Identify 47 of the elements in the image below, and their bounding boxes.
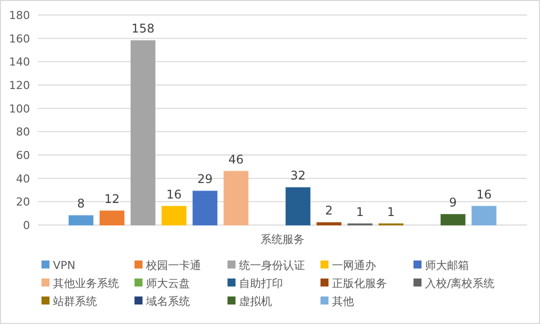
bar	[68, 215, 94, 226]
bar	[440, 214, 466, 226]
data-label: 32	[290, 168, 306, 183]
legend-label: 自助打印	[239, 277, 283, 290]
data-label: 1	[356, 204, 364, 219]
legend-label: 师大云盘	[146, 277, 190, 290]
data-label: 16	[476, 187, 492, 202]
data-label: 2	[325, 204, 333, 218]
legend-label: 统一身份认证	[239, 259, 305, 272]
y-tick-label: 0	[23, 219, 30, 232]
bar	[316, 222, 342, 226]
legend-label: 站群系统	[53, 295, 97, 308]
bar	[192, 190, 218, 226]
bar	[100, 210, 124, 226]
data-label: 29	[197, 172, 213, 186]
data-label: 1	[387, 204, 395, 219]
legend-label: 校园一卡通	[145, 259, 201, 272]
x-tick-label: 系统服务	[260, 233, 304, 246]
y-tick-label: 100	[9, 102, 30, 116]
data-label: 16	[166, 187, 182, 202]
legend-label: 一网通办	[332, 259, 376, 272]
legend-label: 师大邮箱	[425, 259, 469, 272]
legend-label: 域名系统	[145, 295, 190, 308]
legend-label: 其他业务系统	[53, 277, 119, 290]
data-label: 8	[77, 196, 85, 211]
legend-label: 正版化服务	[332, 277, 387, 290]
bar	[224, 170, 248, 226]
legend-label: 其他	[332, 295, 354, 308]
legend-label: 虚拟机	[239, 295, 272, 308]
legend-label: 入校/离校系统	[425, 277, 495, 290]
y-tick-label: 120	[9, 79, 30, 92]
bar	[130, 40, 156, 226]
bar	[162, 206, 186, 226]
bar	[472, 206, 496, 226]
data-label: 9	[449, 196, 457, 210]
data-label: 46	[228, 152, 244, 166]
y-tick-label: 60	[16, 149, 30, 162]
legend-label: VPN	[53, 259, 76, 272]
data-label: 12	[104, 192, 120, 206]
y-tick-label: 180	[9, 9, 30, 22]
y-tick-label: 160	[9, 32, 30, 46]
bar	[286, 187, 310, 226]
y-tick-label: 20	[16, 196, 30, 209]
y-tick-label: 140	[9, 56, 30, 69]
y-tick-label: 80	[16, 126, 30, 139]
y-tick-label: 40	[16, 172, 30, 186]
data-label: 158	[132, 22, 154, 36]
